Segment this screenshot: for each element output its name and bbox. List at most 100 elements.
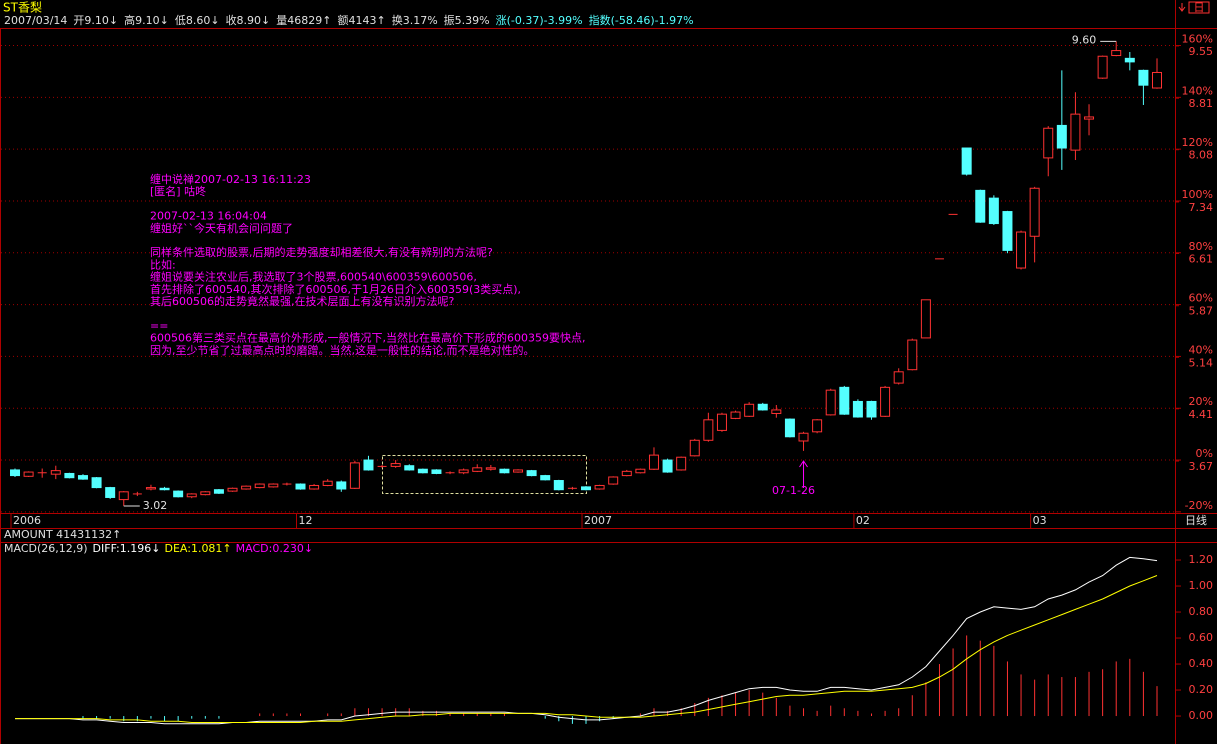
candle-body (730, 411, 741, 419)
y2-tick-label: 80% (1189, 240, 1213, 253)
candle-body (431, 469, 442, 474)
y2-tick-label: 40% (1189, 343, 1213, 356)
candle-body (23, 471, 34, 477)
note-line: 其后600506的走势竟然最强,在技术层面上有没有识别方法呢? (150, 294, 454, 308)
candle-body (349, 462, 360, 489)
y-tick-label: 3.67 (1189, 460, 1214, 473)
y2-tick-label: 160% (1182, 33, 1213, 46)
candle-body (581, 486, 591, 491)
candle-body (485, 467, 496, 470)
note-line: 缠姐说要关注农业后,我选取了3个股票,600540\600359\600506, (150, 270, 477, 284)
candle-body (241, 485, 252, 490)
x-tick-label: 2006 (13, 514, 41, 527)
candle-body (812, 419, 823, 433)
candle-body (64, 472, 75, 479)
candle-body (784, 418, 795, 438)
info-item: 收8.90↓ (226, 13, 271, 27)
candle-body (689, 439, 700, 457)
x-tick-label: 2007 (584, 514, 612, 527)
indicator-label: MACD(26,12,9) (4, 542, 88, 555)
y2-tick-label: 20% (1189, 395, 1213, 408)
candle-body (10, 469, 20, 477)
legend-entry: DIFF:1.196↓ (93, 542, 161, 555)
candle-body (186, 493, 197, 498)
candle-body (540, 475, 551, 481)
y2-tick-label: -20% (1185, 499, 1213, 512)
candle-body (771, 409, 782, 414)
candle-body (513, 469, 524, 473)
candle-body (173, 490, 184, 498)
candle-body (472, 467, 483, 472)
y-tick-label: 7.34 (1189, 201, 1214, 214)
y2-tick-label: 100% (1182, 188, 1213, 201)
candle-body (322, 480, 333, 486)
note-line: 2007-02-13 16:04:04 (150, 210, 267, 223)
candle-body (648, 454, 659, 470)
info-item: 涨(-0.37)-3.99% (496, 14, 583, 27)
y-tick-label: 9.55 (1189, 45, 1214, 58)
candle-body (744, 403, 755, 417)
candle-body (676, 456, 687, 471)
note-line: 因为,至少节省了过最高点时的磨蹭。当然,这是一般性的结论,而不是绝对性的。 (150, 343, 535, 357)
y-tick-label: 1.00 (1189, 579, 1214, 592)
info-item: 换3.17% (392, 13, 438, 27)
amount-label: AMOUNT 41431132↑ (4, 528, 121, 541)
candle-body (50, 470, 61, 475)
corner-box (1188, 1, 1210, 14)
candle-body (852, 400, 863, 418)
candle-body (594, 484, 605, 490)
candle-body (499, 468, 510, 474)
candle-body (254, 483, 265, 489)
candle-body (825, 389, 836, 416)
corner-label[interactable]: 日 (1194, 1, 1205, 14)
highlight-box (382, 455, 587, 494)
candle-body (417, 468, 428, 474)
candle-body (662, 459, 673, 473)
y-tick-label: 0.20 (1189, 683, 1214, 696)
y-tick-label: 0.40 (1189, 657, 1214, 670)
candle-body (1084, 116, 1095, 120)
candle-body (458, 469, 469, 474)
corner-arrow (1178, 3, 1186, 12)
y-tick-label: 0.60 (1189, 631, 1214, 644)
candle-body (621, 470, 632, 477)
candle-body (309, 484, 320, 490)
note-line: == (150, 319, 168, 332)
note-line: 同样条件选取的股票,后期的走势强度却相差很大,有没有辨别的方法呢? (150, 245, 493, 259)
candle-body (390, 463, 401, 467)
candle-body (1016, 231, 1027, 269)
note-line: 600506第三类买点在最高价外形成,一般情况下,当然比在最高价下形成的6003… (150, 331, 585, 345)
candle-body (1056, 124, 1067, 149)
candle-body (200, 491, 211, 496)
candle-body (798, 432, 809, 442)
legend-entry: DEA:1.081↑ (164, 542, 231, 555)
candle-body (227, 487, 238, 492)
candle-body (295, 483, 306, 490)
y2-tick-label: 120% (1182, 136, 1213, 149)
info-item: 振5.39% (444, 13, 490, 27)
candle-body (635, 468, 646, 474)
y-tick-label: 1.20 (1189, 553, 1214, 566)
marker-label: 07-1-26 (772, 484, 815, 497)
candle-body (1043, 127, 1054, 159)
note-line: 缠姐好``今天有机会问问题了 (150, 221, 293, 235)
candle-body (757, 403, 768, 411)
marker-arrow (799, 460, 808, 488)
corner-icon[interactable]: 日 (1178, 1, 1210, 14)
candle-body (145, 487, 156, 490)
candle-body (880, 386, 891, 417)
candle-body (866, 400, 877, 418)
y-tick-label: 5.14 (1189, 356, 1214, 369)
low-label: 3.02 (143, 499, 168, 512)
candle-body (1138, 69, 1149, 86)
candle-body (703, 419, 714, 441)
stock-name: ST香梨 (3, 1, 42, 15)
y-tick-label: 6.61 (1189, 252, 1214, 265)
period-label[interactable]: 日线 (1185, 513, 1207, 527)
candle-body (1152, 71, 1162, 89)
x-tick-label: 02 (856, 514, 870, 527)
info-item: 额4143↑ (338, 14, 386, 27)
candle-body (608, 476, 619, 485)
